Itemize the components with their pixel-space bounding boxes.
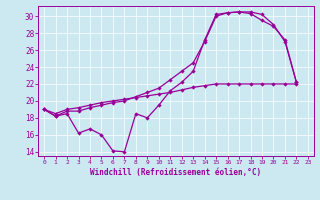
X-axis label: Windchill (Refroidissement éolien,°C): Windchill (Refroidissement éolien,°C) (91, 168, 261, 177)
